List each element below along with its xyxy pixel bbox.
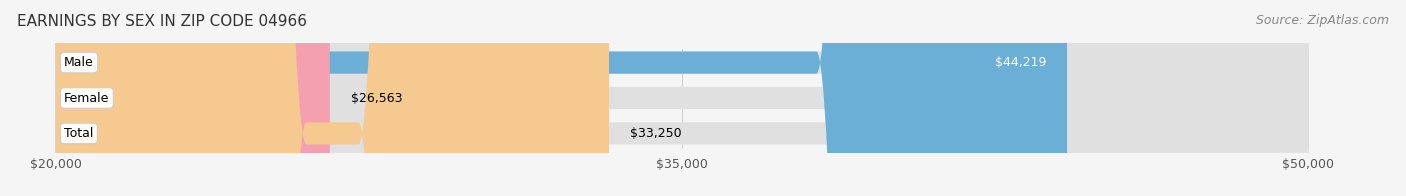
FancyBboxPatch shape <box>56 0 330 196</box>
Text: $26,563: $26,563 <box>350 92 402 104</box>
FancyBboxPatch shape <box>56 0 1309 196</box>
Text: Source: ZipAtlas.com: Source: ZipAtlas.com <box>1256 14 1389 27</box>
Text: $33,250: $33,250 <box>630 127 682 140</box>
Text: Total: Total <box>65 127 94 140</box>
Text: Male: Male <box>65 56 94 69</box>
Text: EARNINGS BY SEX IN ZIP CODE 04966: EARNINGS BY SEX IN ZIP CODE 04966 <box>17 14 307 29</box>
FancyBboxPatch shape <box>56 0 1309 196</box>
Text: $44,219: $44,219 <box>995 56 1046 69</box>
FancyBboxPatch shape <box>56 0 1067 196</box>
FancyBboxPatch shape <box>56 0 609 196</box>
Text: Female: Female <box>65 92 110 104</box>
FancyBboxPatch shape <box>56 0 1309 196</box>
